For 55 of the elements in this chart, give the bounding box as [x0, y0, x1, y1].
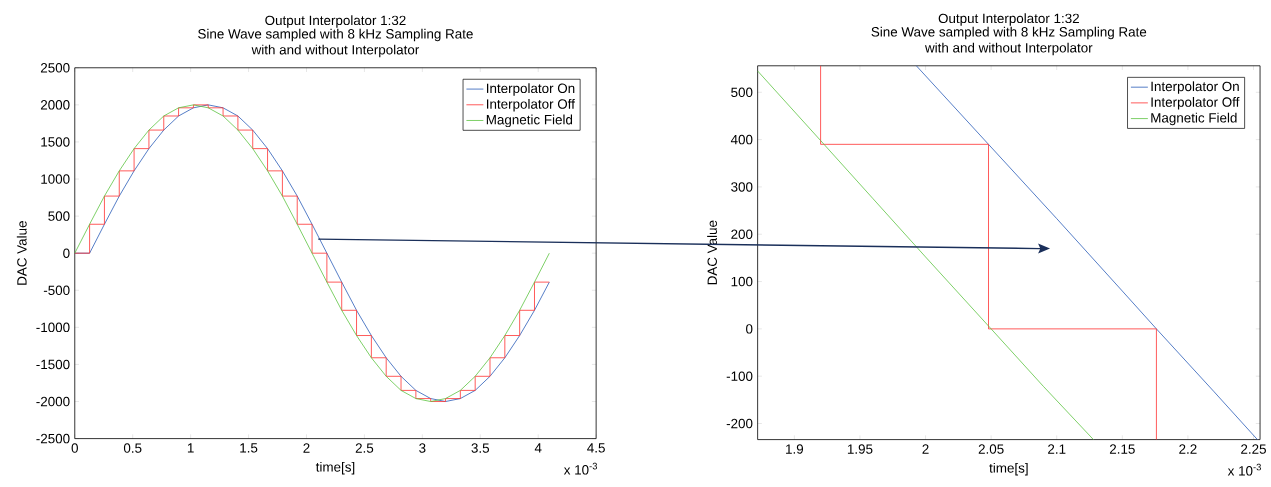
legend-label: Interpolator Off: [1151, 96, 1240, 110]
legend-label: Magnetic Field: [1151, 112, 1237, 125]
y-axis-title: DAC Value: [16, 220, 27, 285]
text: x 10$^{-3}$: [563, 462, 598, 475]
x-tick-label: 1: [187, 443, 194, 453]
y-tick-label: 2000: [40, 99, 70, 110]
y-tick-label: -100: [726, 371, 753, 381]
y-tick-label: 100: [731, 276, 753, 287]
y-tick-label: 300: [731, 181, 753, 192]
y-tick-label: 0: [63, 248, 70, 258]
chart-subtitle: Sine Wave sampled with 8 kHz Sampling Rate with and without Interpolator: [871, 26, 1147, 55]
y-tick-label: -1500: [36, 359, 70, 369]
y-axis-title: DAC Value: [707, 220, 717, 285]
x-tick-label: 1.5: [240, 443, 258, 453]
y-tick-label: 1500: [41, 136, 70, 147]
y-tick-label: -2500: [36, 433, 70, 444]
y-tick-label: -500: [43, 285, 70, 295]
y-tick-label: -2000: [36, 396, 70, 407]
x-tick-label: 3.5: [471, 443, 490, 453]
x-tick-label: 2.5: [355, 443, 374, 453]
legend-label: Magnetic Field: [486, 114, 573, 127]
y-tick-label: 0: [746, 323, 753, 334]
line-series: [757, 70, 1094, 440]
x-tick-label: 1.9: [786, 444, 804, 454]
x-tick-label: 0.5: [123, 443, 142, 453]
y-tick-label: -200: [726, 418, 753, 429]
x-tick-label: 2: [303, 443, 310, 453]
y-tick-label: 2500: [40, 62, 70, 73]
y-tick-label: 200: [731, 229, 753, 239]
x-tick-label: 4.5: [587, 443, 605, 453]
y-tick-label: -1000: [36, 322, 70, 332]
legend-label: Interpolator On: [486, 83, 575, 96]
x-tick-label: 3: [419, 443, 426, 453]
x-tick-label: 2.1: [1048, 444, 1066, 454]
legend-label: Interpolator On: [1151, 81, 1239, 94]
y-tick-label: 500: [731, 87, 753, 97]
chart-title: Output Interpolator 1:32: [265, 15, 406, 28]
y-tick-label: 400: [730, 134, 753, 145]
x-axis-title: time[s]: [989, 462, 1028, 476]
x-tick-label: 2.25: [1241, 444, 1266, 454]
x-tick-label: 1.95: [847, 444, 873, 454]
x-tick-label: 0: [71, 443, 78, 453]
y-tick-label: 500: [48, 211, 70, 221]
y-tick-label: 1000: [41, 174, 70, 184]
x-tick-label: 4: [534, 443, 542, 453]
x-tick-label: 2.05: [978, 444, 1004, 454]
x-tick-label: 2.2: [1179, 444, 1197, 454]
chart-subtitle: Sine Wave sampled with 8 kHz Sampling Rate with and without Interpolator: [198, 28, 473, 57]
x-tick-label: 2.15: [1109, 444, 1135, 454]
legend-label: Interpolator Off: [486, 98, 575, 112]
chart-title: Output Interpolator 1:32: [938, 13, 1079, 26]
line-series: [915, 65, 1258, 440]
x-tick-label: 2: [922, 444, 929, 454]
text: x 10$^{-3}$: [1227, 463, 1261, 476]
x-axis-title: time[s]: [315, 461, 355, 475]
